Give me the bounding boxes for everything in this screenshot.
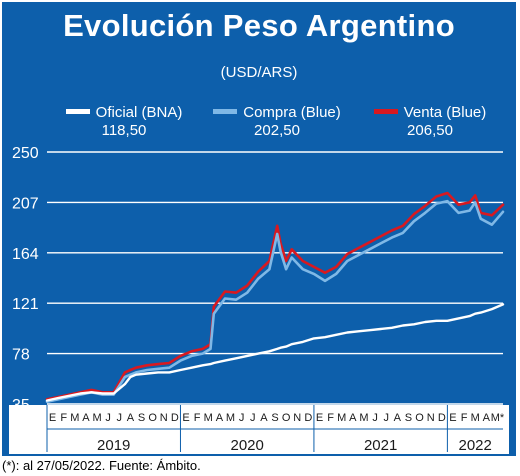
footnote: (*): al 27/05/2022. Fuente: Ámbito. <box>2 458 201 473</box>
x-tick-label-month: D <box>438 412 446 424</box>
x-tick-label-month: M <box>70 412 79 424</box>
x-tick-label-month: M <box>337 412 346 424</box>
x-tick-label-month: E <box>316 412 323 424</box>
legend-swatch-oficial <box>65 108 90 114</box>
legend-swatch-compra <box>213 108 238 114</box>
y-tick-label-78: 78 <box>12 347 30 364</box>
x-tick-label-month: A <box>260 412 268 424</box>
x-tick-label-month: M <box>204 412 213 424</box>
x-tick-label-month: A <box>127 412 135 424</box>
year-label-2022: 2022 <box>459 437 492 454</box>
x-tick-label-month: S <box>271 412 278 424</box>
x-tick-label-month: A <box>394 412 402 424</box>
series-line-compra-blue <box>45 199 505 404</box>
line-chart: 3578121164207250EFMAMJJASONDEFMAMJJASOND… <box>9 145 509 454</box>
chart-title: Evolución Peso Argentino <box>63 8 455 43</box>
x-tick-label-month: D <box>304 412 312 424</box>
x-tick-label-month: M <box>471 412 480 424</box>
year-label-2019: 2019 <box>97 437 130 454</box>
legend-value-venta: 206,50 <box>407 122 453 139</box>
x-tick-label-month: J <box>372 412 378 424</box>
legend-item-oficial: Oficial (BNA) 118,50 <box>49 104 199 139</box>
x-tick-label-month: O <box>282 412 291 424</box>
x-tick-label-month: N <box>293 412 301 424</box>
x-tick-label-month: O <box>148 412 157 424</box>
legend-label-oficial: Oficial (BNA) <box>95 104 183 121</box>
legend-label-venta: Venta (Blue) <box>403 104 487 121</box>
x-tick-label-month: F <box>194 412 201 424</box>
x-tick-label-month: E <box>182 412 189 424</box>
y-tick-label-207: 207 <box>12 195 39 212</box>
x-tick-label-month: E <box>49 412 56 424</box>
chart-frame: Evolución Peso Argentino (USD/ARS) Ofici… <box>2 2 516 456</box>
x-tick-label-month: A <box>216 412 224 424</box>
x-tick-label-month: S <box>405 412 412 424</box>
legend-value-compra: 202,50 <box>254 122 300 139</box>
x-tick-label-month: J <box>239 412 245 424</box>
x-tick-label-month: M <box>226 412 235 424</box>
x-tick-label-month: E <box>449 412 456 424</box>
x-tick-label-month: O <box>415 412 424 424</box>
y-tick-label-121: 121 <box>12 296 39 313</box>
chart-panel: (USD/ARS) Oficial (BNA) 118,50 Compra (B… <box>9 52 509 454</box>
x-tick-label-month: A <box>82 412 90 424</box>
x-tick-label-month: A <box>483 412 491 424</box>
legend-item-venta: Venta (Blue) 206,50 <box>355 104 505 139</box>
x-tick-label-month: F <box>327 412 334 424</box>
year-label-2021: 2021 <box>364 437 397 454</box>
legend-item-compra: Compra (Blue) 202,50 <box>197 104 357 139</box>
x-tick-label-month: M* <box>491 412 505 424</box>
x-tick-label-month: F <box>60 412 67 424</box>
legend-label-compra: Compra (Blue) <box>243 104 341 121</box>
x-tick-label-month: S <box>138 412 145 424</box>
x-tick-label-month: N <box>160 412 168 424</box>
x-tick-label-month: J <box>250 412 256 424</box>
series-line-oficial-bna <box>45 303 505 402</box>
legend-swatch-venta <box>373 108 398 114</box>
x-tick-label-month: J <box>383 412 389 424</box>
x-tick-label-month: J <box>117 412 123 424</box>
x-tick-label-month: J <box>105 412 111 424</box>
x-tick-label-month: F <box>461 412 468 424</box>
y-tick-label-250: 250 <box>12 145 39 162</box>
x-tick-label-month: N <box>427 412 435 424</box>
y-tick-label-164: 164 <box>12 246 39 263</box>
x-tick-label-month: D <box>171 412 179 424</box>
x-tick-label-month: M <box>359 412 368 424</box>
unit-label: (USD/ARS) <box>220 64 298 81</box>
x-tick-label-month: M <box>92 412 101 424</box>
series-line-venta-blue <box>45 191 505 401</box>
x-tick-label-month: A <box>349 412 357 424</box>
year-label-2020: 2020 <box>231 437 264 454</box>
legend-value-oficial: 118,50 <box>101 122 147 139</box>
